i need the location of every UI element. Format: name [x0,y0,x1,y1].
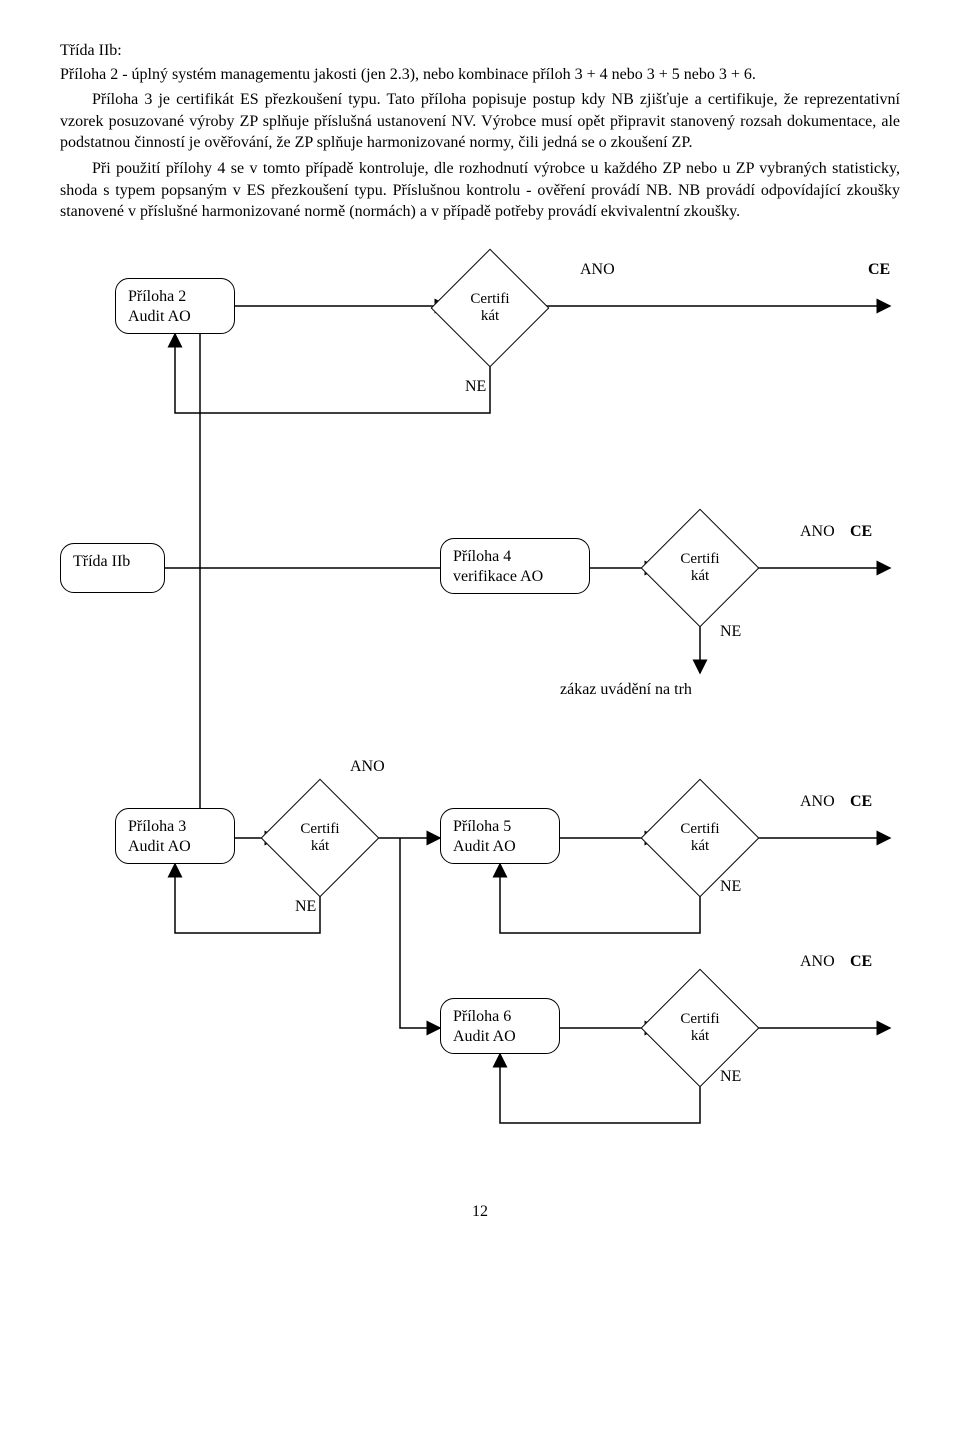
node-label-line2: Audit AO [128,308,191,325]
node-label-line2: verifikace AO [453,568,543,585]
node-priloha-6: Příloha 6 Audit AO [440,998,560,1054]
node-label-line1: Příloha 2 [128,288,186,305]
edge-label: NE [465,378,486,396]
flowchart-class-IIb: Příloha 2 Audit AO Třída IIb Příloha 4 v… [60,253,900,1173]
paragraph-2: Příloha 3 je certifikát ES přezkoušení t… [60,89,900,154]
node-certifikat-3: Certifikát [278,796,362,880]
edge-label: ANO [800,523,835,541]
node-priloha-4: Příloha 4 verifikace AO [440,538,590,594]
edge-label: ANO [350,758,385,776]
paragraph-3: Při použití přílohy 4 se v tomto případě… [60,158,900,223]
page-number: 12 [60,1203,900,1221]
node-label-line2: Audit AO [453,1028,516,1045]
edge-end-label: zákaz uvádění na trh [560,681,692,699]
edge-label: NE [720,878,741,896]
node-certifikat-2: Certifikát [658,526,742,610]
edge-end-label: CE [850,793,872,811]
node-priloha-2: Příloha 2 Audit AO [115,278,235,334]
node-label-line1: Třída IIb [73,553,130,570]
diamond-label: Certifikát [470,291,509,324]
node-label-line1: Příloha 3 [128,818,186,835]
edge-label: ANO [800,953,835,971]
node-trida-IIb: Třída IIb [60,543,165,593]
diamond-label: Certifikát [680,551,719,584]
paragraph-1: Příloha 2 - úplný systém managementu jak… [60,64,900,86]
node-certifikat-5: Certifikát [658,986,742,1070]
diamond-label: Certifikát [300,821,339,854]
node-priloha-3: Příloha 3 Audit AO [115,808,235,864]
diamond-label: Certifikát [680,821,719,854]
edge-label: NE [720,623,741,641]
heading-class-IIb: Třída IIb: [60,40,900,62]
node-certifikat-4: Certifikát [658,796,742,880]
node-label-line2: Audit AO [453,838,516,855]
node-label-line1: Příloha 4 [453,548,511,565]
edge-end-label: CE [850,523,872,541]
node-priloha-5: Příloha 5 Audit AO [440,808,560,864]
node-label-line1: Příloha 6 [453,1008,511,1025]
edge-end-label: CE [850,953,872,971]
diamond-label: Certifikát [680,1011,719,1044]
edge-label: NE [720,1068,741,1086]
edge-label: ANO [580,261,615,279]
edge-end-label: CE [868,261,890,279]
node-certifikat-1: Certifikát [448,266,532,350]
node-label-line2: Audit AO [128,838,191,855]
edge-label: NE [295,898,316,916]
node-label-line1: Příloha 5 [453,818,511,835]
edge-label: ANO [800,793,835,811]
